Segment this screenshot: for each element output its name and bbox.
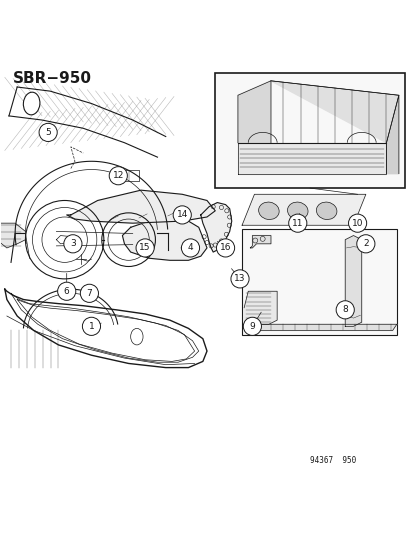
Text: 16: 16 <box>219 244 231 253</box>
Ellipse shape <box>258 202 278 220</box>
Circle shape <box>109 167 127 185</box>
Circle shape <box>230 270 249 288</box>
Polygon shape <box>250 236 270 248</box>
Text: 8: 8 <box>342 305 347 314</box>
Polygon shape <box>0 223 25 248</box>
Polygon shape <box>5 289 206 368</box>
Polygon shape <box>270 81 398 143</box>
Circle shape <box>39 123 57 141</box>
Text: 15: 15 <box>139 244 150 253</box>
Text: 10: 10 <box>351 219 363 228</box>
Circle shape <box>173 206 191 224</box>
Polygon shape <box>237 143 386 174</box>
Text: 4: 4 <box>187 244 193 253</box>
Text: 5: 5 <box>45 128 51 137</box>
Polygon shape <box>244 291 276 324</box>
Circle shape <box>181 239 199 257</box>
Text: 3: 3 <box>70 239 76 248</box>
Polygon shape <box>200 203 231 252</box>
Text: 1: 1 <box>88 322 94 331</box>
Polygon shape <box>344 236 361 326</box>
Text: 13: 13 <box>234 274 245 284</box>
Text: 94367  950: 94367 950 <box>309 456 356 465</box>
FancyBboxPatch shape <box>215 72 404 188</box>
Circle shape <box>348 214 366 232</box>
Circle shape <box>243 317 261 335</box>
Ellipse shape <box>316 202 336 220</box>
Circle shape <box>80 284 98 302</box>
Circle shape <box>335 301 354 319</box>
Polygon shape <box>122 217 206 260</box>
Circle shape <box>136 239 154 257</box>
Text: 11: 11 <box>291 219 303 228</box>
Polygon shape <box>66 190 215 223</box>
Circle shape <box>288 214 306 232</box>
Circle shape <box>82 317 100 335</box>
Circle shape <box>57 282 76 300</box>
Text: 14: 14 <box>176 211 188 220</box>
Circle shape <box>216 239 234 257</box>
Text: 2: 2 <box>362 239 368 248</box>
Ellipse shape <box>23 92 40 115</box>
Polygon shape <box>248 324 396 330</box>
Circle shape <box>356 235 374 253</box>
Ellipse shape <box>131 328 143 345</box>
Text: 9: 9 <box>249 322 255 331</box>
Circle shape <box>64 235 82 253</box>
Text: SBR−950: SBR−950 <box>13 70 92 85</box>
FancyBboxPatch shape <box>242 229 396 335</box>
Polygon shape <box>237 81 270 143</box>
Ellipse shape <box>287 202 307 220</box>
Polygon shape <box>242 195 365 225</box>
Text: 12: 12 <box>112 171 123 180</box>
Polygon shape <box>386 95 398 174</box>
Text: 7: 7 <box>86 289 92 298</box>
Text: 6: 6 <box>64 287 69 296</box>
